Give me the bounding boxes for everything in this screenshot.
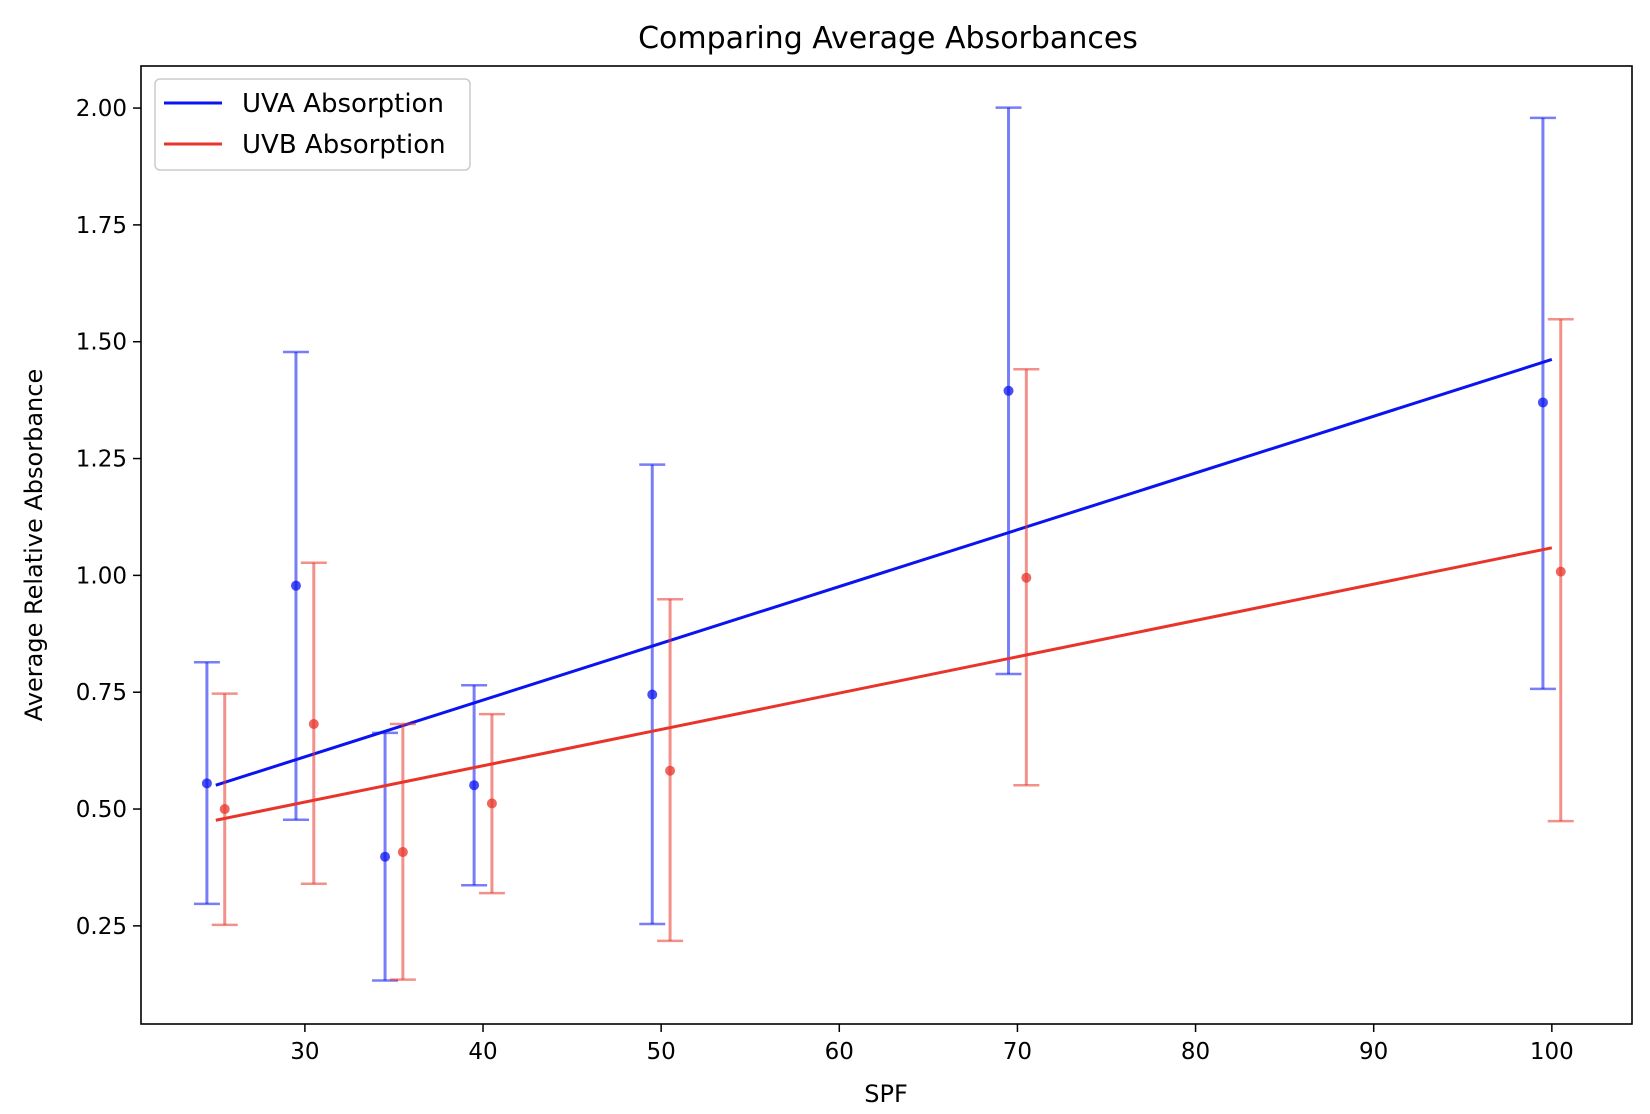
- axes-layer: 30 40 50 60 70 80 90 100 0.25 0.50 0.75 1.00 1.25 1.5…: [76, 65, 1633, 1065]
- x-tick-label: 60: [825, 1039, 854, 1065]
- x-tick-label: 100: [1530, 1039, 1574, 1065]
- uva-data-point: [380, 851, 391, 862]
- y-tick-label: 0.50: [76, 797, 127, 823]
- y-tick-label: 0.75: [76, 680, 127, 706]
- uva-data-point: [647, 689, 658, 700]
- legend-label-uvb: UVB Absorption: [242, 130, 446, 160]
- x-tick-label: 70: [1003, 1039, 1032, 1065]
- y-tick-label: 1.50: [76, 330, 127, 356]
- uva-fit-line: [215, 358, 1553, 787]
- uva-data-point: [290, 580, 301, 591]
- x-axis-label: SPF: [864, 1080, 908, 1108]
- y-tick-label: 1.75: [76, 213, 127, 239]
- uvb-data-point: [219, 804, 230, 815]
- x-tick-label: 80: [1181, 1039, 1210, 1065]
- x-tick-label: 40: [468, 1039, 497, 1065]
- y-tick-label: 0.25: [76, 914, 127, 940]
- uvb-data-point: [1021, 572, 1032, 583]
- x-tick-label: 90: [1359, 1039, 1388, 1065]
- y-tick-label: 1.25: [76, 447, 127, 473]
- plot-layer: [193, 106, 1574, 982]
- legend-label-uva: UVA Absorption: [242, 89, 444, 119]
- uva-data-point: [469, 780, 480, 791]
- y-tick-label: 1.00: [76, 563, 127, 589]
- uvb-data-point: [397, 847, 408, 858]
- uvb-data-point: [1555, 566, 1566, 577]
- legend: UVA Absorption UVB Absorption: [154, 78, 471, 171]
- plot-frame: [140, 65, 1633, 1025]
- x-tick-label: 30: [290, 1039, 319, 1065]
- uva-data-point: [201, 778, 212, 789]
- uvb-data-point: [486, 798, 497, 809]
- uvb-data-point: [665, 765, 676, 776]
- chart-title: Comparing Average Absorbances: [638, 21, 1138, 56]
- uva-data-point: [1537, 397, 1548, 408]
- uva-data-point: [1003, 385, 1014, 396]
- x-tick-label: 50: [647, 1039, 676, 1065]
- uvb-fit-line: [215, 546, 1553, 822]
- legend-box: [154, 78, 471, 171]
- uvb-data-point: [308, 718, 319, 729]
- y-tick-label: 2.00: [76, 96, 127, 122]
- y-axis-label: Average Relative Absorbance: [20, 369, 48, 721]
